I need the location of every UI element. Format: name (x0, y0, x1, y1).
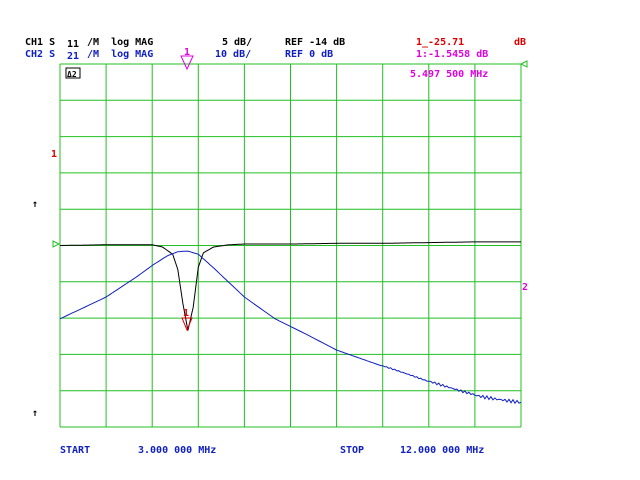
ref-marker-triangle-icon (52, 240, 61, 248)
marker-1-bottom-label: 1 (183, 308, 189, 319)
ref-marker-1: 1 (51, 149, 57, 160)
up-arrow-icon: ↑ (32, 408, 38, 419)
start-value: 3.000 000 MHz (138, 445, 217, 456)
stop-label: STOP (340, 445, 365, 456)
ref-marker-2: 2 (522, 282, 528, 293)
marker1-readout: 1_-25.71 (416, 37, 465, 48)
marker1-unit: dB (514, 37, 527, 48)
marker2-readout: 1:-1.5458 dB (416, 49, 489, 60)
up-arrow-icon: ↑ (32, 199, 38, 210)
channel-badge-box (65, 67, 81, 79)
marker-1-top: 1 (180, 47, 194, 71)
start-label: START (60, 445, 91, 456)
graticule (59, 63, 522, 428)
stop-value: 12.000 000 MHz (400, 445, 485, 456)
marker-triangle-icon (180, 55, 194, 71)
marker-triangle-icon (181, 317, 193, 332)
trace-s21 (59, 250, 522, 405)
ch1-scale: 5 dB/ (222, 37, 253, 48)
ch2-ref: REF 0 dB (285, 49, 334, 60)
channel-badge: Δ2 (67, 70, 77, 79)
marker-frequency: 5.497 500 MHz (410, 69, 489, 80)
marker-1-top-label: 1 (184, 47, 190, 58)
ch1-param: 11 (67, 39, 80, 50)
ch2-format: /M log MAG (87, 49, 154, 60)
marker-1-bottom: 1 (181, 308, 193, 332)
ch1-format: /M log MAG (87, 37, 154, 48)
ch1-ref: REF -14 dB (285, 37, 346, 48)
ref-end-triangle-icon (519, 60, 528, 68)
trace-s11 (60, 241, 521, 331)
ch2-scale: 10 dB/ (215, 49, 252, 60)
ch2-param: 21 (67, 51, 80, 62)
ch1-label: CH1 S (25, 37, 56, 48)
ch2-label: CH2 S (25, 49, 56, 60)
